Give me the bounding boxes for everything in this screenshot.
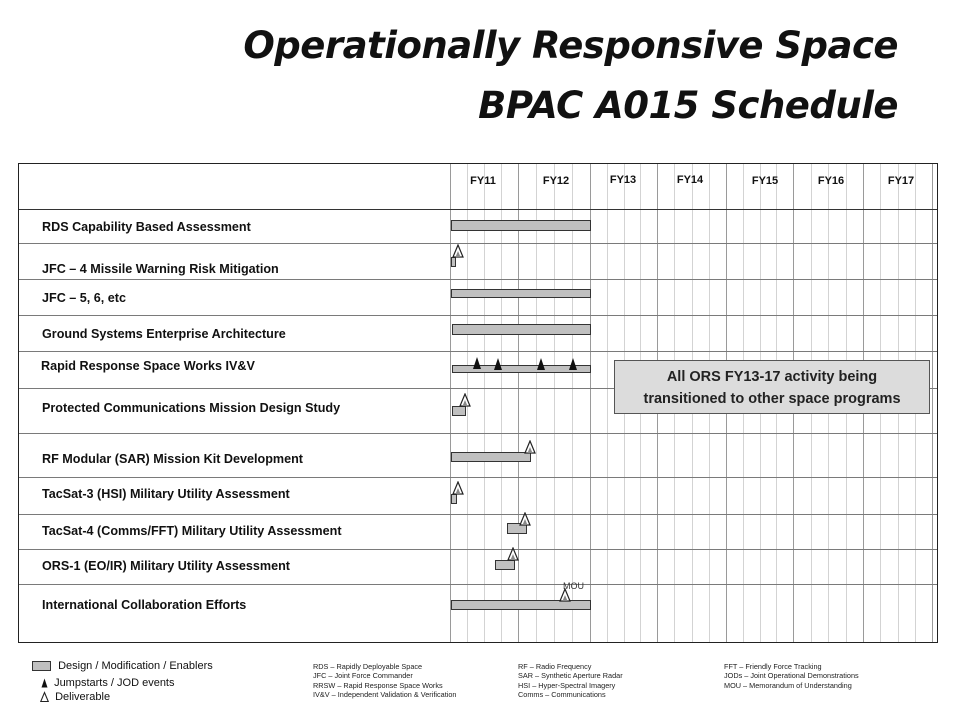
mou-label: MOU xyxy=(563,581,584,591)
year-gridline xyxy=(932,164,933,642)
fy-header-fy17: FY17 xyxy=(887,175,915,187)
jumpstart-event-1-icon xyxy=(473,357,481,369)
row-label-protected-comms: Protected Communications Mission Design … xyxy=(42,401,341,415)
abbr-item: JODs – Joint Operational Demonstrations xyxy=(724,671,859,681)
bar-jfc4 xyxy=(451,257,456,267)
fy-header-fy11: FY11 xyxy=(470,175,496,187)
deliverable-protected-comms-icon xyxy=(459,393,471,407)
abbr-item: RRSW – Rapid Response Space Works xyxy=(313,680,443,690)
transition-note-line-1: All ORS FY13-17 activity being xyxy=(666,369,878,385)
row-label-ors1: ORS-1 (EO/IR) Military Utility Assessmen… xyxy=(42,559,290,573)
row-label-jfc56: JFC – 5, 6, etc xyxy=(42,291,126,305)
abbreviations-col-1: RDS – Rapidly Deployable Space JFC – Joi… xyxy=(313,662,456,699)
abbreviations-col-2: RF – Radio Frequency SAR – Synthetic Ape… xyxy=(518,662,623,699)
year-gridline xyxy=(518,164,519,642)
quarter-gridline xyxy=(536,164,537,642)
fy-header-fy15: FY15 xyxy=(751,175,779,187)
abbr-item: Comms – Communications xyxy=(518,689,606,699)
quarter-gridline xyxy=(607,164,608,642)
bar-rf-modular xyxy=(451,452,531,462)
bar-intl-collab xyxy=(451,600,591,610)
row-label-rf-modular: RF Modular (SAR) Mission Kit Development xyxy=(42,452,303,466)
deliverable-jfc4-icon xyxy=(452,244,464,258)
row-label-ground-systems: Ground Systems Enterprise Architecture xyxy=(42,327,286,341)
legend-jumpstart-icon xyxy=(41,678,48,688)
legend-deliverable: Deliverable xyxy=(39,691,111,703)
row-label-jfc4: JFC – 4 Missile Warning Risk Mitigation xyxy=(42,262,279,276)
row-label-rds-cba: RDS Capability Based Assessment xyxy=(42,220,251,234)
legend-bar-swatch xyxy=(32,661,51,672)
abbr-item: RF – Radio Frequency xyxy=(518,662,592,671)
jumpstart-event-2-icon xyxy=(494,358,502,370)
quarter-gridline xyxy=(572,164,573,642)
bar-rds-cba xyxy=(451,220,591,231)
year-gridline xyxy=(450,164,451,642)
deliverable-mou-icon xyxy=(559,588,571,602)
row-label-intl-collab: International Collaboration Efforts xyxy=(42,598,247,612)
bar-ground-systems xyxy=(452,324,591,335)
legend-deliverable-icon xyxy=(39,691,50,703)
bar-protected-comms xyxy=(452,406,466,416)
legend-jumpstarts: Jumpstarts / JOD events xyxy=(40,677,175,689)
deliverable-tacsat4-icon xyxy=(519,512,531,526)
bar-jfc56 xyxy=(451,289,591,298)
legend-design: Design / Modification / Enablers xyxy=(32,660,213,672)
legend-jumpstarts-label: Jumpstarts / JOD events xyxy=(54,677,175,689)
deliverable-rf-modular-icon xyxy=(524,440,536,454)
abbreviations-col-3: FFT – Friendly Force Tracking JODs – Joi… xyxy=(724,662,859,690)
fy-header-fy13: FY13 xyxy=(609,174,637,186)
abbr-item: IV&V – Independent Validation & Verifica… xyxy=(313,689,457,699)
abbr-item: RDS – Rapidly Deployable Space xyxy=(313,662,423,671)
transition-note: All ORS FY13-17 activity being transitio… xyxy=(614,360,930,414)
legend-design-label: Design / Modification / Enablers xyxy=(58,660,213,672)
jumpstart-event-3-icon xyxy=(537,358,545,370)
abbr-item: JFC – Joint Force Commander xyxy=(313,671,413,681)
quarter-gridline xyxy=(484,164,485,642)
bar-ors1 xyxy=(495,560,515,570)
legend-deliverable-label: Deliverable xyxy=(55,691,111,703)
fy-header-fy16: FY16 xyxy=(817,175,845,187)
deliverable-tacsat3-icon xyxy=(452,481,464,495)
row-label-tacsat4: TacSat-4 (Comms/FFT) Military Utility As… xyxy=(42,524,342,538)
fy-header-fy12: FY12 xyxy=(542,175,570,187)
title-line-1: Operationally Responsive Space xyxy=(243,24,898,67)
row-label-rrsw: Rapid Response Space Works IV&V xyxy=(41,359,255,373)
quarter-gridline xyxy=(554,164,555,642)
abbr-item: HSI – Hyper-Spectral Imagery xyxy=(518,680,616,690)
fy-header-fy14: FY14 xyxy=(676,174,704,186)
abbr-item: FFT – Friendly Force Tracking xyxy=(724,662,822,671)
abbr-item: MOU – Memorandum of Understanding xyxy=(724,680,852,690)
row-label-tacsat3: TacSat-3 (HSI) Military Utility Assessme… xyxy=(42,487,290,501)
year-gridline xyxy=(590,164,591,642)
quarter-gridline xyxy=(501,164,502,642)
abbr-item: SAR – Synthetic Aperture Radar xyxy=(518,671,623,681)
jumpstart-event-4-icon xyxy=(569,358,577,370)
bar-tacsat4 xyxy=(507,523,527,534)
bar-tacsat3 xyxy=(451,494,457,504)
title-line-2: BPAC A015 Schedule xyxy=(478,84,898,127)
deliverable-ors1-icon xyxy=(507,547,519,561)
transition-note-line-2: transitioned to other space programs xyxy=(643,391,901,407)
bar-rrsw xyxy=(452,365,591,373)
